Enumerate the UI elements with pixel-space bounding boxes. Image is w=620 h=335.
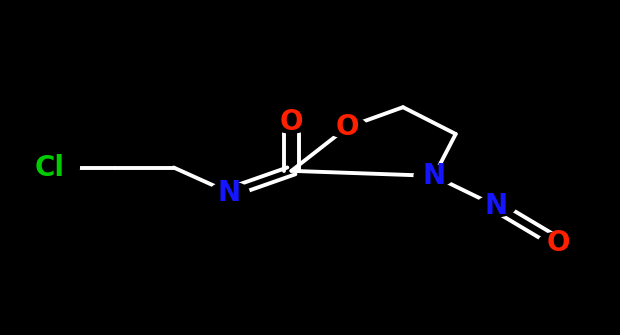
Circle shape bbox=[20, 151, 79, 184]
Circle shape bbox=[327, 117, 367, 138]
Circle shape bbox=[414, 165, 454, 187]
Circle shape bbox=[210, 182, 249, 203]
Text: N: N bbox=[422, 162, 446, 190]
Text: O: O bbox=[280, 108, 303, 136]
Text: Cl: Cl bbox=[35, 153, 64, 182]
Circle shape bbox=[476, 195, 516, 217]
Text: O: O bbox=[546, 229, 570, 257]
Text: N: N bbox=[484, 192, 508, 220]
Circle shape bbox=[538, 232, 578, 254]
Text: N: N bbox=[218, 179, 241, 207]
Text: O: O bbox=[335, 113, 359, 141]
Circle shape bbox=[272, 112, 311, 133]
